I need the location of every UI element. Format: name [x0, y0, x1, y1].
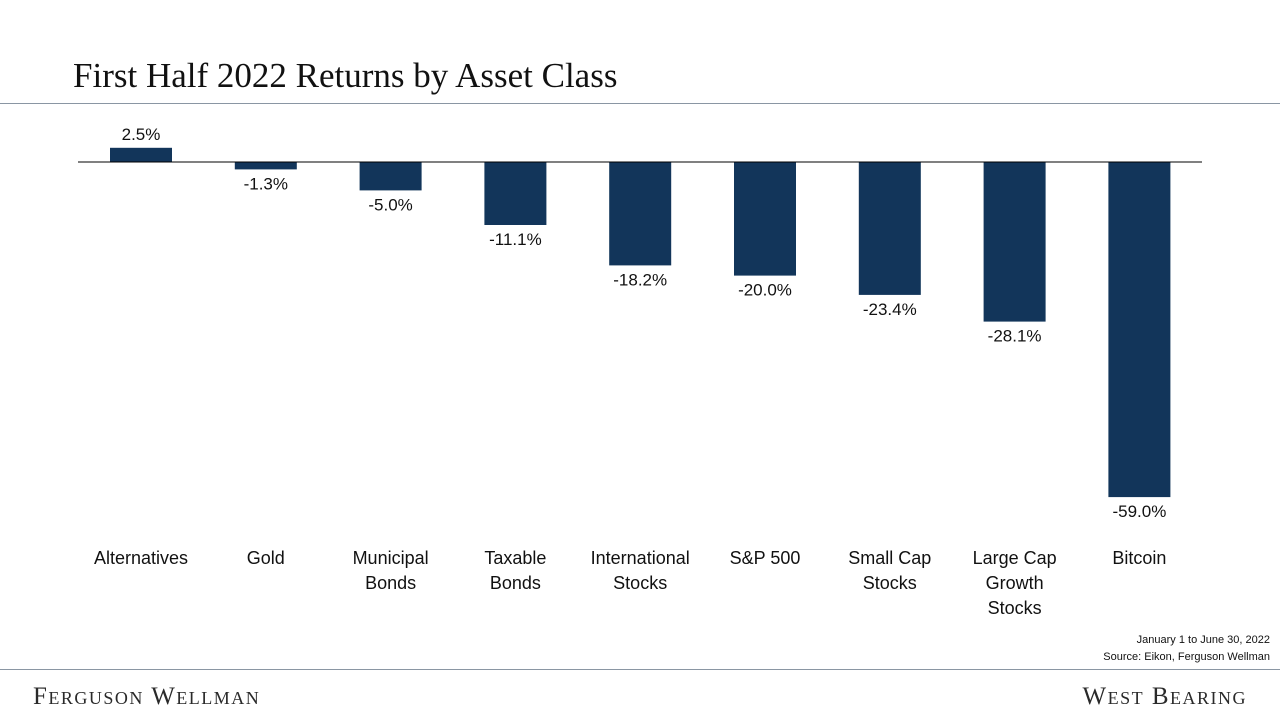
data-label: -59.0%	[1112, 502, 1166, 521]
date-range-note: January 1 to June 30, 2022	[1136, 634, 1270, 646]
category-label: Gold	[247, 548, 285, 568]
title-divider	[0, 103, 1280, 104]
category-label: Large Cap	[973, 548, 1057, 568]
source-note: January 1 to June 30, 2022 Source: Eikon…	[1103, 632, 1270, 666]
bar	[1108, 162, 1171, 498]
category-label: International	[591, 548, 690, 568]
category-label: S&P 500	[730, 548, 801, 568]
category-label: Bonds	[365, 573, 416, 593]
data-label: -20.0%	[738, 281, 792, 300]
data-label: -18.2%	[613, 270, 667, 289]
footer-divider	[0, 669, 1280, 670]
data-label: 2.5%	[122, 125, 161, 144]
bar	[734, 162, 796, 276]
data-label: -11.1%	[489, 230, 542, 249]
category-label: Stocks	[863, 573, 917, 593]
ferguson-wellman-logo: Ferguson Wellman	[33, 683, 261, 710]
bar-chart: 2.5% Alternatives -1.3% Gold -5.0% Municipal B…	[78, 125, 1202, 618]
source-citation: Source: Eikon, Ferguson Wellman	[1103, 651, 1270, 663]
bar	[484, 162, 547, 225]
category-label: Stocks	[988, 598, 1042, 618]
bar	[110, 147, 172, 162]
category-label: Taxable	[484, 548, 546, 568]
category-label: Growth	[986, 573, 1044, 593]
category-label: Stocks	[613, 573, 667, 593]
bar	[359, 162, 422, 191]
category-label: Bonds	[490, 573, 541, 593]
chart-title: First Half 2022 Returns by Asset Class	[73, 56, 618, 95]
data-label: -28.1%	[988, 327, 1042, 346]
data-label: -23.4%	[863, 300, 917, 319]
data-label: -1.3%	[244, 174, 288, 193]
data-label: -5.0%	[368, 195, 412, 214]
west-bearing-logo: West Bearing	[1082, 683, 1247, 710]
bar	[234, 162, 297, 170]
bar	[983, 162, 1046, 322]
category-label: Municipal	[353, 548, 429, 568]
category-label: Alternatives	[94, 548, 188, 568]
category-label: Small Cap	[848, 548, 931, 568]
bar	[609, 162, 672, 266]
bar	[858, 162, 921, 295]
category-label: Bitcoin	[1112, 548, 1166, 568]
